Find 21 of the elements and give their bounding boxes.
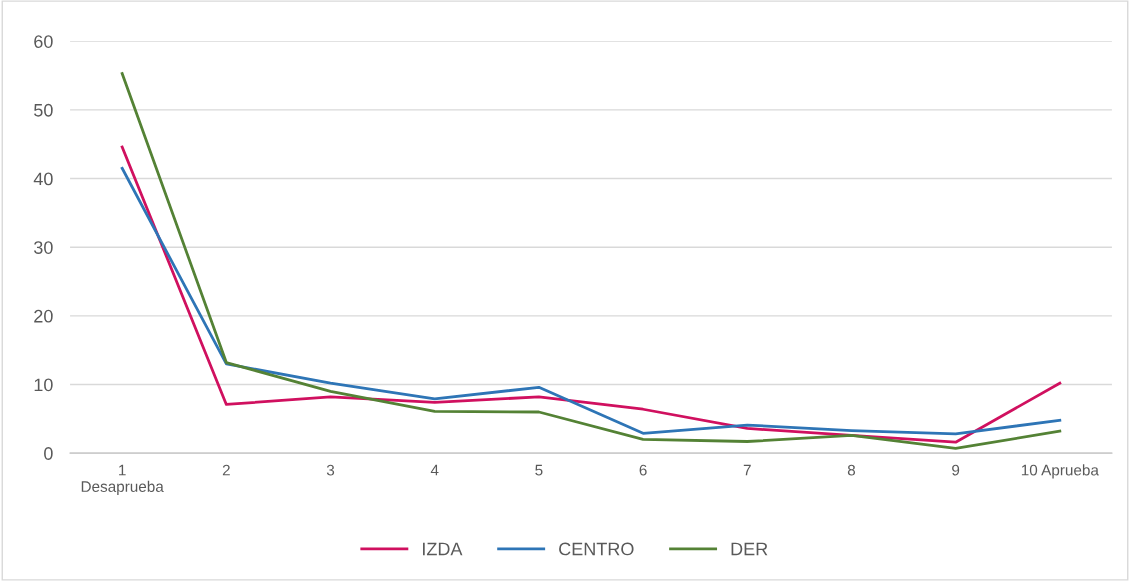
x-tick-label: 2 (222, 464, 230, 476)
x-tick-label: 5 (535, 464, 543, 476)
y-tick-label: 50 (34, 103, 53, 117)
x-tick-label: 10 Aprueba (1021, 464, 1099, 479)
line-series (120, 72, 1062, 450)
x-tick-label: 1 Desaprueba (81, 464, 164, 495)
legend-label: CENTRO (559, 542, 634, 556)
y-tick-label: 30 (34, 241, 53, 254)
x-tick-label: 6 (639, 464, 647, 476)
y-tick-label: 40 (33, 172, 53, 186)
x-tick-label: 3 (326, 464, 335, 476)
y-tick-label: 20 (34, 309, 53, 323)
x-tick-label: 8 (847, 464, 856, 476)
y-tick-label: 10 (34, 378, 53, 392)
y-tick-label: 60 (34, 35, 53, 48)
legend-label: IZDA (423, 542, 463, 556)
legend-label: DER (731, 542, 768, 556)
x-tick-label: 9 (952, 464, 960, 476)
x-tick-label: 7 (743, 464, 751, 476)
x-tick-label: 4 (430, 464, 439, 476)
y-tick-label: 0 (44, 447, 53, 460)
